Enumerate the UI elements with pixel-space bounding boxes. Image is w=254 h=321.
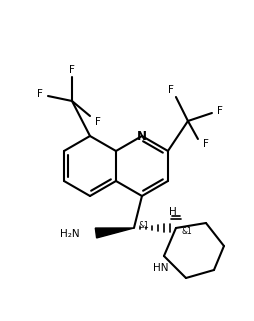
Polygon shape	[95, 228, 134, 238]
Text: H: H	[169, 207, 177, 217]
Text: N: N	[137, 129, 147, 143]
Text: HN: HN	[153, 263, 169, 273]
Text: F: F	[95, 117, 101, 127]
Text: F: F	[168, 85, 174, 95]
Text: F: F	[203, 139, 209, 149]
Text: &1: &1	[139, 221, 149, 230]
Text: H₂N: H₂N	[60, 229, 80, 239]
Text: &1: &1	[182, 227, 192, 236]
Text: F: F	[69, 65, 75, 75]
Text: F: F	[37, 89, 43, 99]
Text: F: F	[217, 106, 223, 116]
